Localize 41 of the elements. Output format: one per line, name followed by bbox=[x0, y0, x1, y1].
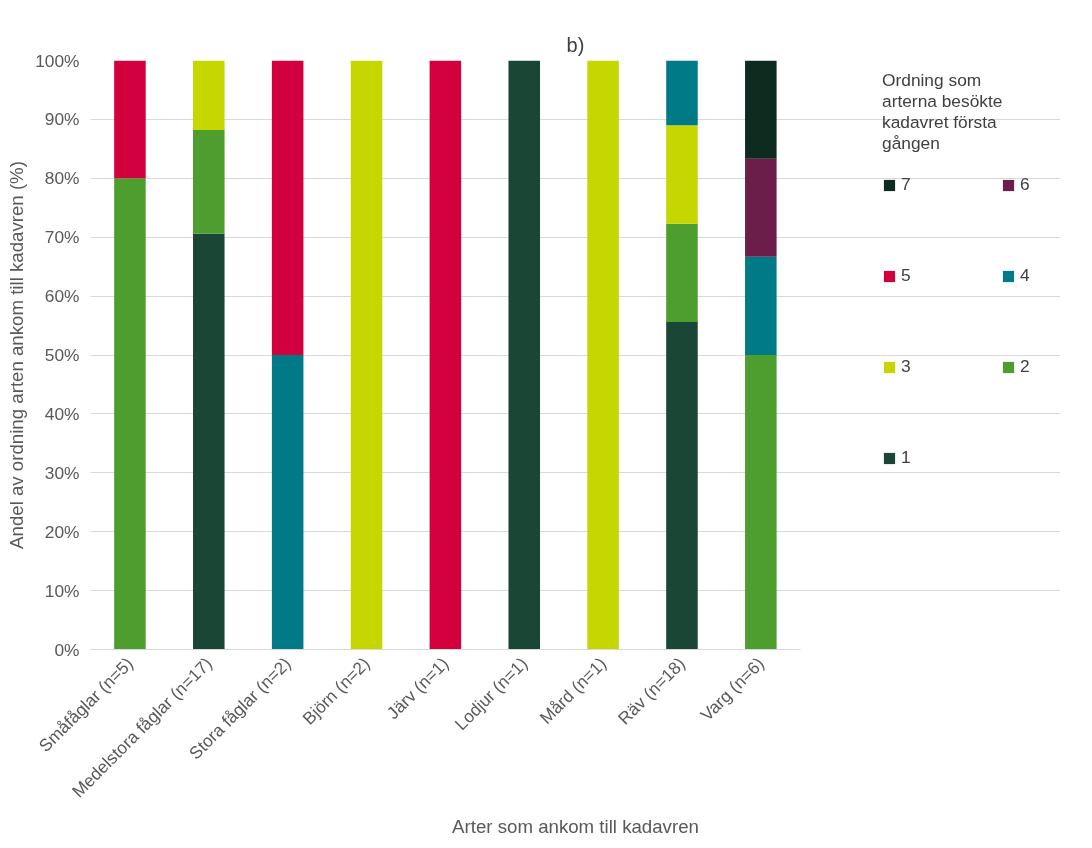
legend-label: 2 bbox=[1020, 356, 1031, 377]
y-tick-label: 50% bbox=[44, 345, 80, 365]
bar bbox=[587, 60, 619, 650]
y-tick-label: 100% bbox=[35, 50, 80, 71]
bar bbox=[666, 125, 698, 224]
bar bbox=[114, 178, 146, 650]
y-tick-label: 20% bbox=[44, 521, 80, 542]
bar bbox=[666, 60, 698, 126]
bar bbox=[745, 355, 777, 650]
chart-title: b) bbox=[566, 33, 585, 56]
bar bbox=[429, 60, 462, 650]
y-tick-label: 30% bbox=[44, 462, 80, 483]
x-axis-title: Arter som ankom till kadavren bbox=[452, 816, 699, 838]
bar bbox=[666, 223, 698, 323]
y-tick-label: 0% bbox=[54, 639, 80, 660]
y-axis-title: Andel av ordning arten ankom till kadavren (%) bbox=[6, 161, 28, 549]
y-tick-label: 40% bbox=[44, 403, 80, 424]
legend-label: 4 bbox=[1020, 265, 1031, 286]
y-tick-label: 90% bbox=[44, 109, 80, 130]
y-tick-label: 70% bbox=[44, 227, 80, 248]
legend-label: 6 bbox=[1020, 174, 1031, 195]
legend-label: 1 bbox=[901, 447, 912, 468]
bar bbox=[350, 60, 383, 650]
bar bbox=[193, 60, 225, 130]
bar bbox=[666, 322, 698, 650]
bar bbox=[114, 60, 146, 179]
legend-label: 3 bbox=[901, 356, 912, 377]
legend-title: Ordning som arterna besökte kadavret första gången bbox=[882, 70, 1004, 154]
y-tick-label: 10% bbox=[44, 580, 80, 601]
y-tick-label: 80% bbox=[44, 168, 80, 189]
bar bbox=[193, 130, 225, 234]
bar bbox=[745, 256, 777, 355]
bar bbox=[745, 158, 777, 257]
y-tick-label: 60% bbox=[44, 286, 80, 307]
bar bbox=[508, 60, 541, 650]
bar bbox=[271, 355, 304, 650]
bar bbox=[193, 233, 225, 650]
legend-label: 7 bbox=[901, 174, 912, 195]
bar bbox=[271, 60, 304, 355]
legend-label: 5 bbox=[901, 265, 912, 286]
bar bbox=[745, 60, 777, 159]
